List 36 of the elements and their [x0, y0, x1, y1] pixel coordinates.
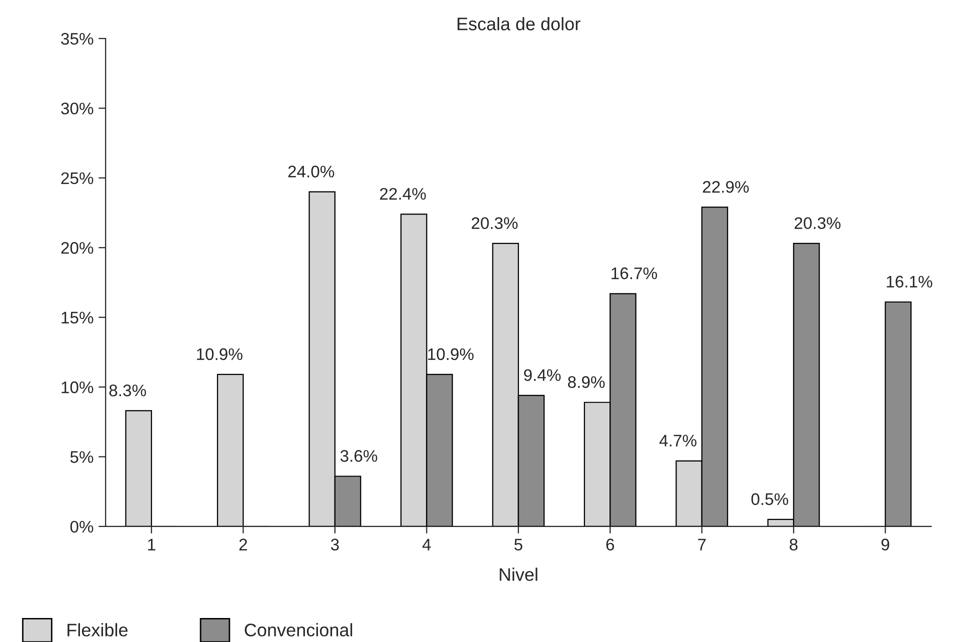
x-tick-label: 4	[422, 538, 431, 550]
x-tick-label: 2	[239, 538, 247, 550]
x-tick-label: 5	[514, 538, 522, 550]
data-label: 10.9%	[428, 348, 474, 360]
y-tick-label: 20%	[61, 242, 94, 254]
y-tick-label: 0%	[70, 520, 94, 533]
y-tick-label: 35%	[61, 32, 94, 45]
data-label: 8.3%	[109, 384, 146, 396]
data-label: 20.3%	[794, 217, 840, 230]
x-tick-label: 8	[790, 538, 798, 550]
data-label: 16.1%	[886, 276, 932, 288]
data-label: 24.0%	[288, 166, 334, 178]
x-tick-label: 3	[330, 538, 339, 550]
legend-label: Convencional	[244, 623, 352, 636]
y-tick-label: 5%	[70, 451, 94, 463]
x-tick-label: 9	[881, 538, 890, 550]
data-label: 3.6%	[340, 450, 378, 462]
data-label: 4.7%	[659, 434, 696, 446]
data-label: 10.9%	[196, 348, 242, 360]
data-label: 0.5%	[751, 493, 788, 506]
chart-title: Escala de dolor	[458, 17, 580, 30]
data-label: 22.4%	[380, 188, 426, 200]
data-label: 9.4%	[524, 369, 561, 381]
data-label: 22.9%	[702, 180, 749, 193]
y-tick-label: 15%	[62, 312, 94, 324]
data-label: 20.3%	[472, 217, 518, 230]
data-label: 16.7%	[612, 267, 658, 280]
x-axis-title: Nivel	[500, 568, 538, 581]
x-tick-label: 6	[606, 538, 614, 550]
x-tick-label: 7	[698, 538, 706, 550]
y-tick-label: 25%	[61, 172, 94, 184]
legend-label: Flexible	[68, 623, 128, 636]
x-tick-label: 1	[148, 538, 156, 550]
data-label: 8.9%	[568, 376, 605, 388]
y-tick-label: 30%	[61, 102, 94, 114]
y-tick-label: 10%	[62, 381, 94, 394]
